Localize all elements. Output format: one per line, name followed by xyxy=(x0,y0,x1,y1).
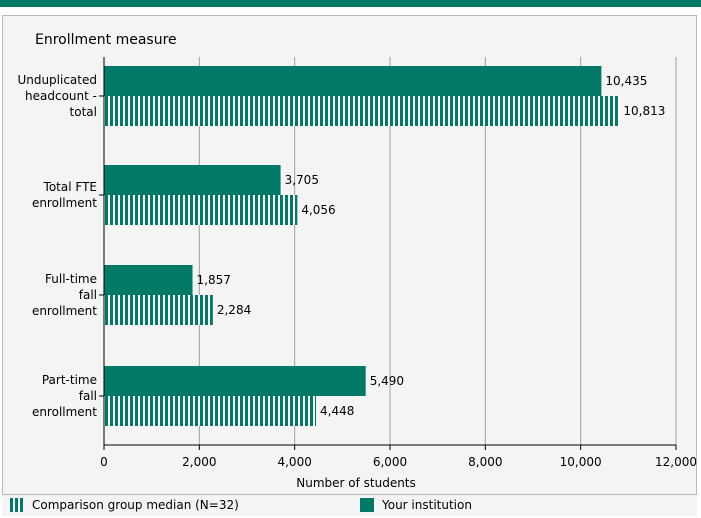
chart-title: Enrollment measure xyxy=(35,32,177,48)
bar-your-institution xyxy=(104,265,193,295)
category-label: enrollment xyxy=(32,196,97,210)
x-tick-label: 0 xyxy=(100,455,108,469)
category-label: fall xyxy=(79,389,97,403)
legend-swatch-striped xyxy=(10,498,24,512)
category-label: fall xyxy=(79,288,97,302)
bars xyxy=(104,66,620,426)
category-label: Total FTE xyxy=(43,180,97,194)
legend-item-institution: Your institution xyxy=(360,498,472,512)
x-tick-label: 2,000 xyxy=(182,455,216,469)
bar-your-institution xyxy=(104,165,281,195)
data-label-your-institution: 10,435 xyxy=(605,74,647,88)
x-tick-label: 12,000 xyxy=(655,455,697,469)
category-label: enrollment xyxy=(32,405,97,419)
bar-your-institution xyxy=(104,366,366,396)
data-label-your-institution: 5,490 xyxy=(370,374,404,388)
legend-item-comparison: Comparison group median (N=32) xyxy=(10,498,239,512)
bar-comparison-median xyxy=(104,96,620,126)
bar-your-institution xyxy=(104,66,602,96)
category-label: enrollment xyxy=(32,304,97,318)
legend: Comparison group median (N=32) Your inst… xyxy=(2,494,697,516)
data-label-comparison-median: 4,056 xyxy=(301,203,335,217)
bar-comparison-median xyxy=(104,295,213,325)
x-tick-label: 6,000 xyxy=(373,455,407,469)
legend-swatch-solid xyxy=(360,498,374,512)
labels: Unduplicated headcount - total 10,435 10,813… xyxy=(17,73,665,419)
top-accent-band xyxy=(0,0,701,7)
data-label-comparison-median: 2,284 xyxy=(217,303,251,317)
x-axis-title: Number of students xyxy=(296,476,416,490)
data-label-comparison-median: 4,448 xyxy=(320,404,354,418)
data-label-your-institution: 3,705 xyxy=(285,173,319,187)
x-tick-label: 4,000 xyxy=(277,455,311,469)
x-tick-label: 10,000 xyxy=(560,455,602,469)
category-label: Unduplicated xyxy=(17,73,97,87)
axes: 0 2,000 4,000 6,000 8,000 10,000 12,000 xyxy=(99,57,697,469)
category-label: Part-time xyxy=(42,373,97,387)
legend-label-comparison: Comparison group median (N=32) xyxy=(32,498,239,512)
bar-comparison-median xyxy=(104,195,298,225)
legend-label-institution: Your institution xyxy=(382,498,472,512)
data-label-your-institution: 1,857 xyxy=(197,273,231,287)
category-label: headcount - xyxy=(25,89,97,103)
category-label: total xyxy=(70,105,97,119)
category-label: Full-time xyxy=(45,272,97,286)
data-label-comparison-median: 10,813 xyxy=(623,104,665,118)
bar-comparison-median xyxy=(104,396,317,426)
x-tick-label: 8,000 xyxy=(468,455,502,469)
